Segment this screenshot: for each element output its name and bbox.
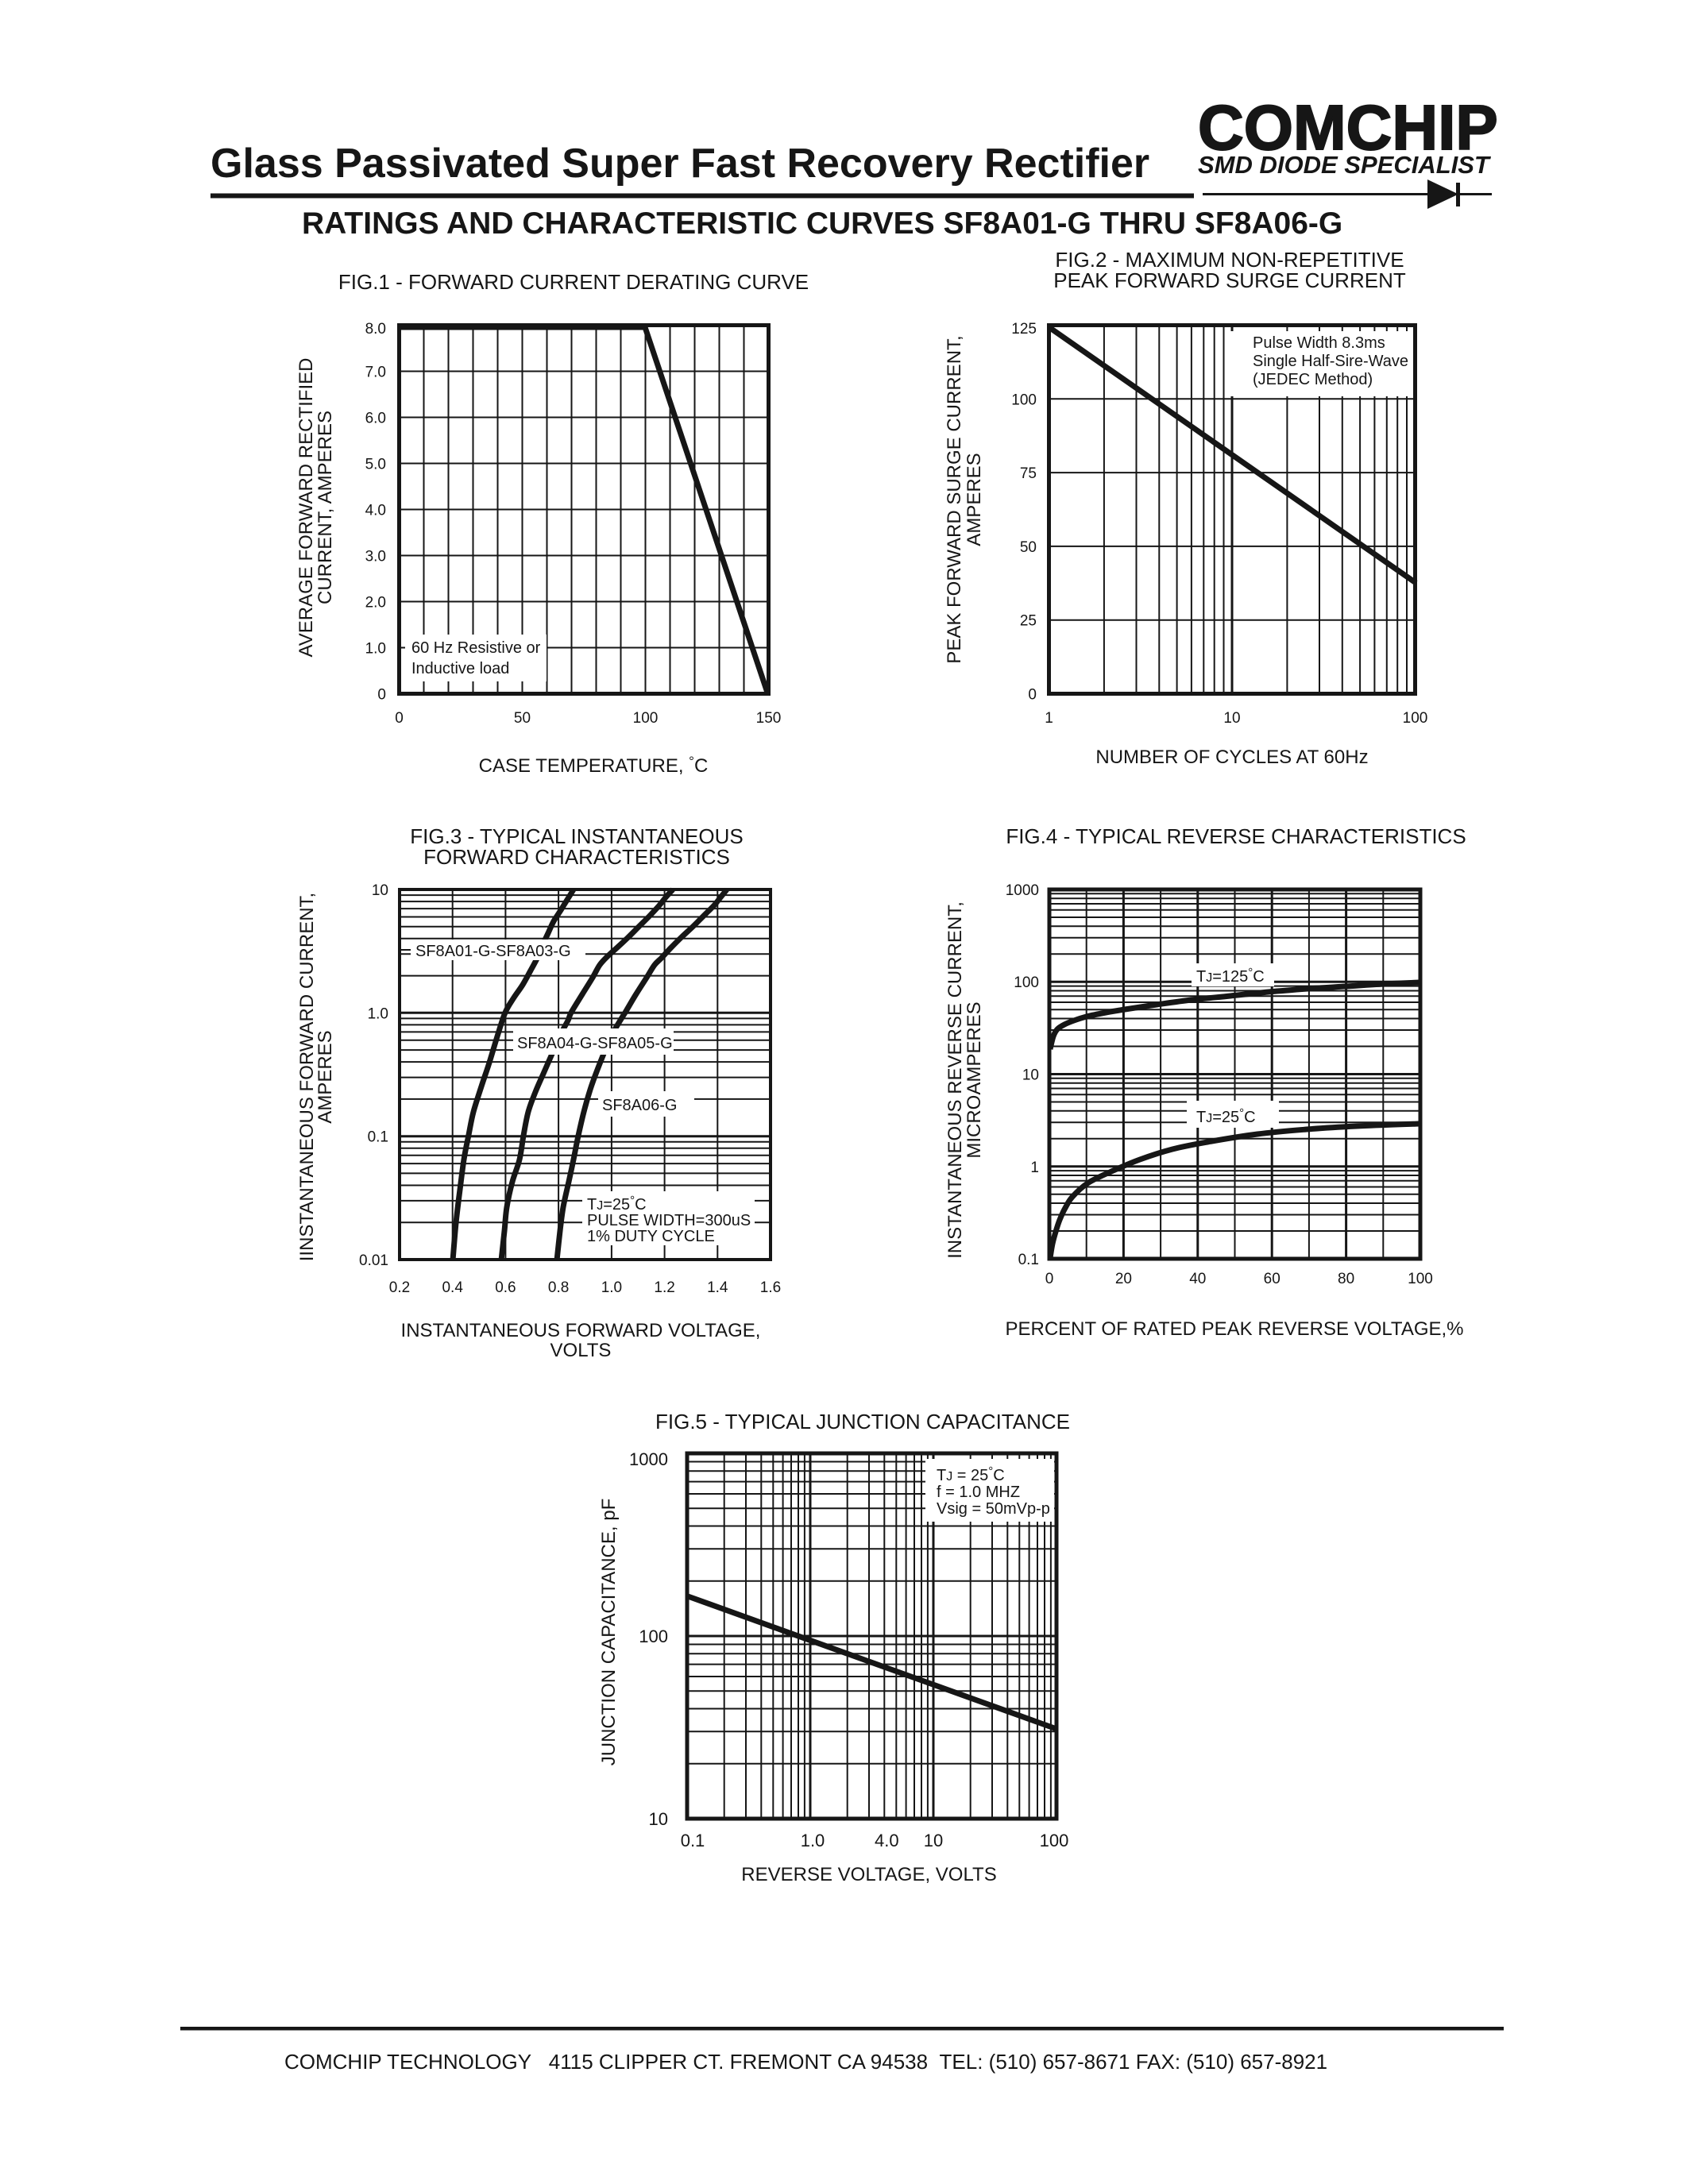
svg-text:REVERSE VOLTAGE, VOLTS: REVERSE VOLTAGE, VOLTS [741, 1864, 996, 1885]
svg-text:INSTANTANEOUS REVERSE CURRENT,: INSTANTANEOUS REVERSE CURRENT, [944, 901, 966, 1259]
svg-text:100: 100 [639, 1626, 668, 1646]
svg-text:SF8A01-G-SF8A03-G: SF8A01-G-SF8A03-G [415, 943, 571, 960]
svg-text:TJ=125°C: TJ=125°C [1196, 966, 1265, 986]
svg-text:1.0: 1.0 [368, 1005, 388, 1022]
svg-text:CASE TEMPERATURE, °C: CASE TEMPERATURE, °C [479, 754, 709, 777]
svg-text:0.8: 0.8 [548, 1279, 569, 1296]
svg-text:AMPERES: AMPERES [315, 1030, 336, 1123]
svg-text:PERCENT OF RATED PEAK REVERSE: PERCENT OF RATED PEAK REVERSE VOLTAGE,% [1005, 1318, 1463, 1340]
svg-text:1.4: 1.4 [707, 1279, 728, 1296]
svg-text:60 Hz Resistive or: 60 Hz Resistive or [411, 639, 541, 657]
svg-text:COMCHIP TECHNOLOGY 4115 CLIP: COMCHIP TECHNOLOGY 4115 CLIPPER CT. FREM… [284, 2050, 1327, 2074]
svg-text:1.0: 1.0 [801, 1831, 825, 1850]
svg-text:0.1: 0.1 [681, 1831, 705, 1850]
svg-text:IINSTANTANEOUS FORWARD CURRENT: IINSTANTANEOUS FORWARD CURRENT, [296, 893, 318, 1261]
svg-text:0.2: 0.2 [389, 1279, 410, 1296]
svg-text:Pulse Width 8.3ms: Pulse Width 8.3ms [1253, 334, 1385, 352]
svg-text:(JEDEC Method): (JEDEC Method) [1253, 371, 1373, 388]
svg-text:FIG.3 - TYPICAL INSTANTANEOUS: FIG.3 - TYPICAL INSTANTANEOUS [410, 824, 743, 848]
svg-text:100: 100 [1014, 974, 1039, 991]
svg-text:1.6: 1.6 [760, 1279, 781, 1296]
svg-text:1.0: 1.0 [601, 1279, 622, 1296]
svg-text:FIG.5 - TYPICAL JUNCTION CAPAC: FIG.5 - TYPICAL JUNCTION CAPACITANCE [655, 1410, 1070, 1433]
svg-text:PULSE WIDTH=300uS: PULSE WIDTH=300uS [587, 1212, 751, 1229]
svg-text:RATINGS AND CHARACTERISTIC CUR: RATINGS AND CHARACTERISTIC CURVES SF8A01… [302, 206, 1342, 241]
svg-text:80: 80 [1338, 1271, 1354, 1287]
svg-text:COMCHIP: COMCHIP [1198, 92, 1498, 163]
svg-text:AMPERES: AMPERES [964, 453, 985, 546]
svg-text:7.0: 7.0 [365, 365, 386, 381]
svg-text:100: 100 [633, 710, 659, 727]
svg-text:8.0: 8.0 [365, 321, 386, 338]
svg-text:0.01: 0.01 [359, 1252, 388, 1269]
svg-text:TJ=25°C: TJ=25°C [587, 1194, 647, 1214]
svg-text:f = 1.0 MHZ: f = 1.0 MHZ [937, 1484, 1020, 1501]
svg-text:0: 0 [395, 710, 404, 727]
svg-text:20: 20 [1115, 1271, 1132, 1287]
svg-text:10: 10 [649, 1809, 668, 1829]
svg-text:10: 10 [924, 1831, 943, 1850]
svg-text:Single Half-Sire-Wave: Single Half-Sire-Wave [1253, 353, 1408, 370]
svg-text:2.0: 2.0 [365, 595, 386, 612]
svg-text:SF8A04-G-SF8A05-G: SF8A04-G-SF8A05-G [517, 1035, 673, 1052]
svg-text:10: 10 [1223, 710, 1240, 727]
svg-text:VOLTS: VOLTS [550, 1340, 612, 1361]
svg-text:PEAK FORWARD SURGE CURRENT,: PEAK FORWARD SURGE CURRENT, [944, 335, 965, 663]
svg-text:1.2: 1.2 [654, 1279, 674, 1296]
svg-text:150: 150 [756, 710, 782, 727]
svg-text:4.0: 4.0 [365, 503, 386, 519]
svg-text:10: 10 [372, 882, 388, 899]
svg-text:1% DUTY CYCLE: 1% DUTY CYCLE [587, 1228, 715, 1245]
svg-text:FIG.1 - FORWARD CURRENT DERATI: FIG.1 - FORWARD CURRENT DERATING CURVE [338, 270, 809, 294]
svg-text:SMD DIODE SPECIALIST: SMD DIODE SPECIALIST [1198, 151, 1492, 179]
svg-text:0.1: 0.1 [368, 1129, 388, 1146]
svg-text:100: 100 [1408, 1271, 1433, 1287]
svg-text:1.0: 1.0 [365, 641, 386, 658]
svg-text:0: 0 [1045, 1271, 1054, 1287]
svg-text:10: 10 [1022, 1067, 1039, 1084]
svg-text:Glass Passivated Super Fast Re: Glass Passivated Super Fast Recovery Rec… [211, 141, 1149, 187]
svg-text:Inductive load: Inductive load [411, 660, 509, 677]
svg-text:CURRENT, AMPERES: CURRENT, AMPERES [315, 411, 336, 604]
svg-text:INSTANTANEOUS FORWARD VOLTAGE,: INSTANTANEOUS FORWARD VOLTAGE, [401, 1320, 761, 1341]
svg-text:100: 100 [1040, 1831, 1069, 1850]
svg-text:60: 60 [1264, 1271, 1280, 1287]
svg-text:25: 25 [1020, 613, 1037, 630]
svg-text:FIG.4 - TYPICAL REVERSE CHARAC: FIG.4 - TYPICAL REVERSE CHARACTERISTICS [1006, 824, 1466, 848]
svg-text:1: 1 [1045, 710, 1053, 727]
svg-text:0: 0 [1028, 687, 1037, 704]
svg-text:0.4: 0.4 [442, 1279, 463, 1296]
svg-text:1: 1 [1030, 1160, 1039, 1176]
svg-text:40: 40 [1189, 1271, 1206, 1287]
svg-text:75: 75 [1020, 465, 1037, 482]
svg-text:JUNCTION CAPACITANCE, pF: JUNCTION CAPACITANCE, pF [598, 1499, 620, 1765]
svg-text:0.6: 0.6 [495, 1279, 516, 1296]
svg-text:50: 50 [1020, 539, 1037, 556]
svg-text:Vsig = 50mVp-p: Vsig = 50mVp-p [937, 1500, 1050, 1518]
svg-text:5.0: 5.0 [365, 457, 386, 473]
svg-text:100: 100 [1011, 392, 1037, 408]
svg-text:100: 100 [1403, 710, 1428, 727]
svg-text:TJ=25°C: TJ=25°C [1196, 1106, 1256, 1126]
svg-text:3.0: 3.0 [365, 549, 386, 565]
svg-text:FORWARD CHARACTERISTICS: FORWARD CHARACTERISTICS [423, 845, 730, 869]
svg-text:SF8A06-G: SF8A06-G [602, 1097, 677, 1114]
svg-text:1000: 1000 [1006, 882, 1039, 899]
svg-text:MICROAMPERES: MICROAMPERES [964, 1001, 985, 1158]
svg-text:FIG.2 - MAXIMUM NON-REPETITIVE: FIG.2 - MAXIMUM NON-REPETITIVE [1055, 248, 1404, 272]
svg-text:1000: 1000 [629, 1449, 668, 1469]
svg-text:PEAK FORWARD SURGE CURRENT: PEAK FORWARD SURGE CURRENT [1053, 268, 1406, 292]
svg-text:0: 0 [377, 687, 386, 704]
svg-text:4.0: 4.0 [875, 1831, 899, 1850]
svg-text:50: 50 [514, 710, 531, 727]
svg-text:125: 125 [1011, 321, 1037, 338]
svg-text:NUMBER OF CYCLES AT 60Hz: NUMBER OF CYCLES AT 60Hz [1095, 747, 1368, 768]
svg-text:0.1: 0.1 [1018, 1252, 1039, 1268]
svg-text:AVERAGE FORWARD RECTIFIED: AVERAGE FORWARD RECTIFIED [295, 358, 317, 658]
svg-text:6.0: 6.0 [365, 411, 386, 427]
